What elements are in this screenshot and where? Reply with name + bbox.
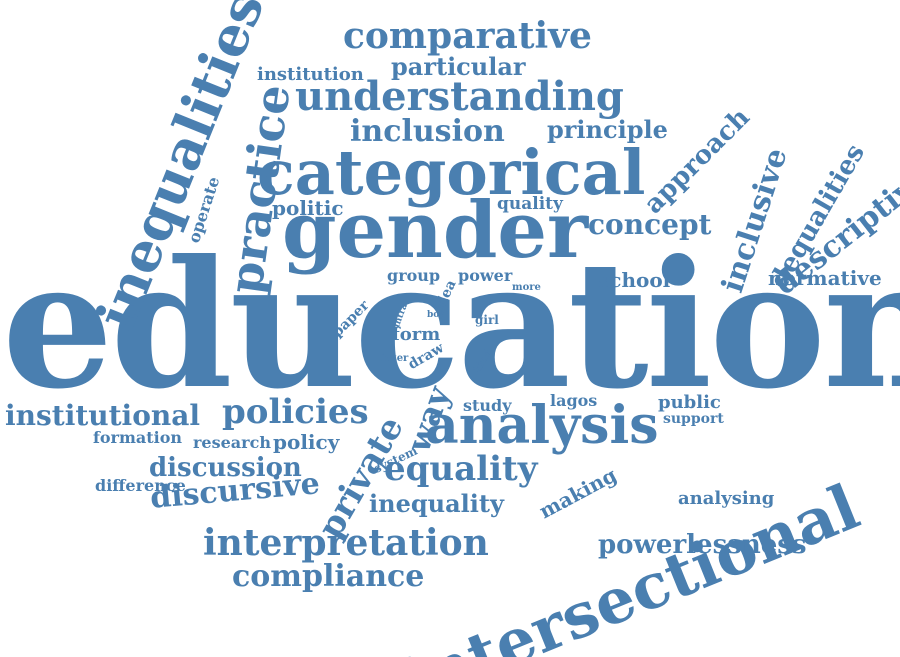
word-research: research [193, 433, 271, 452]
word-concept: concept [588, 208, 712, 241]
word-institution: institution [257, 64, 364, 85]
word-group: group [387, 266, 441, 285]
word-support: support [663, 411, 724, 427]
word-public: public [658, 392, 721, 413]
word-inter: inter [381, 353, 409, 364]
word-lagos: lagos [550, 391, 598, 410]
word-quality: quality [497, 194, 563, 214]
word-analysis: analysis [425, 395, 659, 456]
word-difference: difference [95, 476, 186, 495]
word-education: education [2, 223, 900, 428]
word-inequality: inequality [369, 489, 504, 518]
word-inclusion: inclusion [350, 114, 505, 149]
word-gender: gender [282, 185, 589, 276]
word-particular: particular [391, 52, 526, 81]
word-school: school [598, 268, 671, 292]
word-comparative: comparative [343, 15, 592, 57]
word-normative: normative [768, 266, 882, 290]
word-policies: policies [222, 392, 369, 432]
word-policy: policy [273, 430, 340, 454]
word-compliance: compliance [232, 559, 425, 594]
word-categorical: categorical [257, 136, 646, 209]
word-power: power [458, 266, 513, 285]
word-boy: boy [427, 310, 445, 320]
word-politic: politic [272, 196, 344, 220]
word-discussion: discussion [149, 453, 302, 483]
word-form: form [392, 324, 441, 345]
word-equality: equality [384, 449, 538, 489]
word-girl: girl [475, 313, 499, 327]
word-interpretation: interpretation [203, 522, 489, 564]
word-formation: formation [93, 428, 183, 447]
word-principle: principle [547, 115, 668, 144]
word-powerlessness: powerlessness [598, 530, 807, 560]
word-understanding: understanding [295, 73, 624, 120]
word-analysing: analysing [678, 488, 775, 509]
word-institutional: institutional [5, 399, 201, 432]
word-more: more [512, 282, 541, 293]
word-study: study [463, 396, 512, 415]
word-making: making [535, 462, 621, 524]
